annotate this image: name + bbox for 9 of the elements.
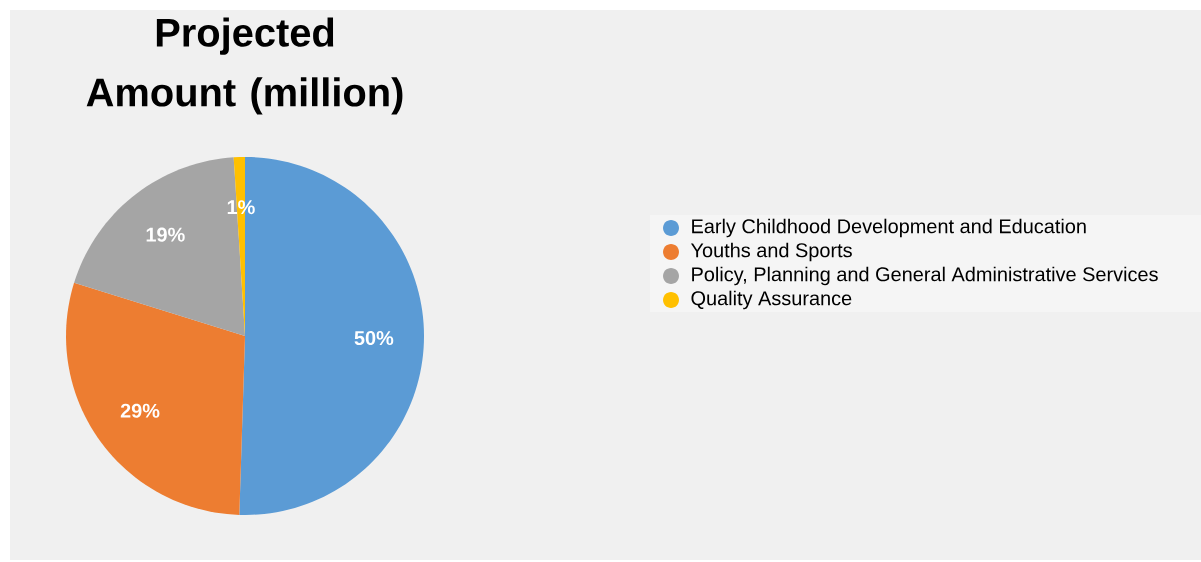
data-label: 19% bbox=[146, 227, 185, 242]
legend-label: Youths and Sports bbox=[690, 242, 852, 262]
legend-label: Policy, Planning and General Administrative Services bbox=[692, 266, 1158, 286]
legend-label: Quality Assurance bbox=[691, 290, 852, 310]
legend-label: Early Childhood Development and Education bbox=[692, 218, 1086, 238]
chart-title: Projected Amount (million) bbox=[86, 17, 403, 115]
data-label: 1% bbox=[227, 200, 255, 215]
data-label: 29% bbox=[120, 403, 160, 418]
data-label: 50% bbox=[354, 330, 394, 346]
